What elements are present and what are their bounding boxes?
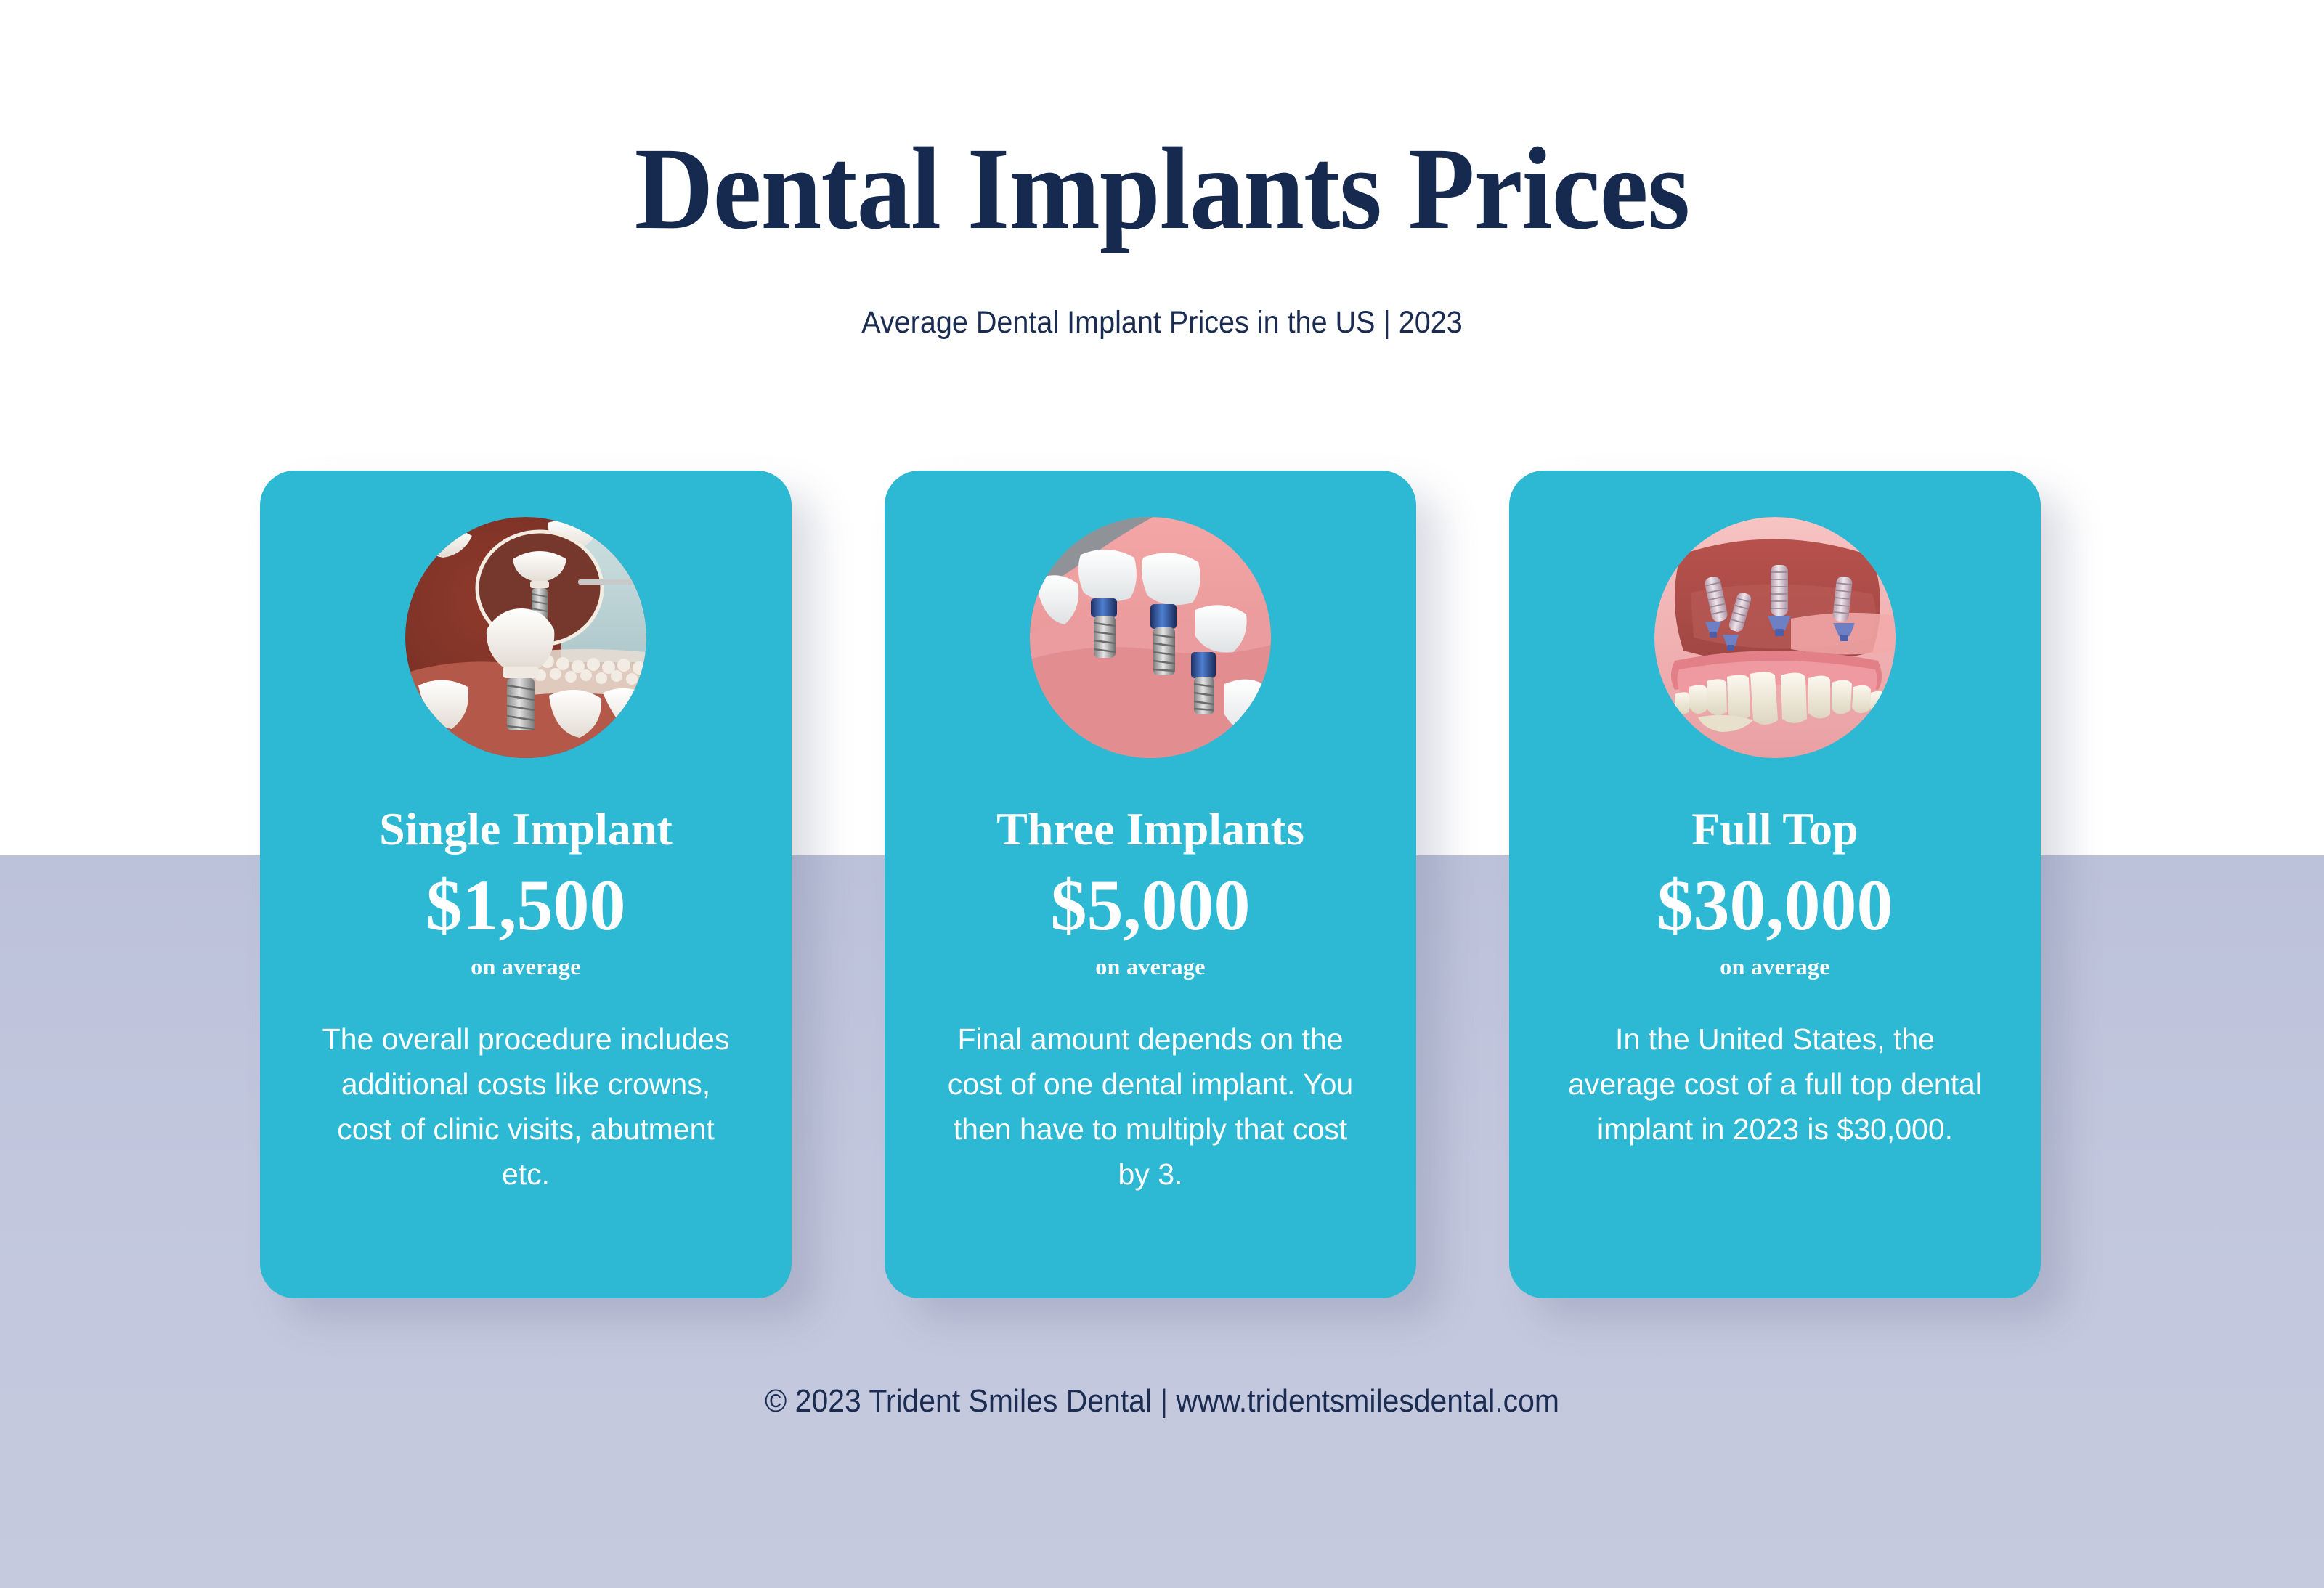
single-implant-photo	[405, 517, 646, 758]
card-average-label: on average	[471, 953, 581, 980]
price-card-full-top[interactable]: Full Top $30,000 on average In the Unite…	[1509, 471, 2041, 1298]
price-card-three-implants[interactable]: Three Implants $5,000 on average Final a…	[885, 471, 1416, 1298]
footer-copyright: © 2023 Trident Smiles Dental | www.tride…	[765, 1383, 1559, 1419]
card-title: Full Top	[1691, 803, 1858, 855]
three-implants-photo	[1030, 517, 1271, 758]
header: Dental Implants Prices Average Dental Im…	[0, 0, 2324, 341]
card-description: The overall procedure includes additiona…	[322, 1022, 730, 1192]
page-title: Dental Implants Prices	[634, 124, 1690, 254]
card-average-label: on average	[1720, 953, 1830, 980]
card-price: $5,000	[1050, 865, 1251, 946]
pricing-cards-row: Single Implant $1,500 on average The ove…	[260, 471, 2041, 1298]
full-top-photo	[1654, 517, 1896, 758]
footer: © 2023 Trident Smiles Dental | www.tride…	[0, 1383, 2324, 1420]
card-description: Final amount depends on the cost of one …	[947, 1022, 1354, 1192]
card-average-label: on average	[1095, 953, 1206, 980]
card-price: $1,500	[426, 865, 626, 946]
card-title: Single Implant	[379, 803, 673, 855]
price-card-single-implant[interactable]: Single Implant $1,500 on average The ove…	[260, 471, 792, 1298]
card-title: Three Implants	[996, 803, 1304, 855]
page-subtitle: Average Dental Implant Prices in the US …	[861, 305, 1463, 340]
card-price: $30,000	[1657, 865, 1893, 946]
card-description: In the United States, the average cost o…	[1568, 1022, 1982, 1147]
